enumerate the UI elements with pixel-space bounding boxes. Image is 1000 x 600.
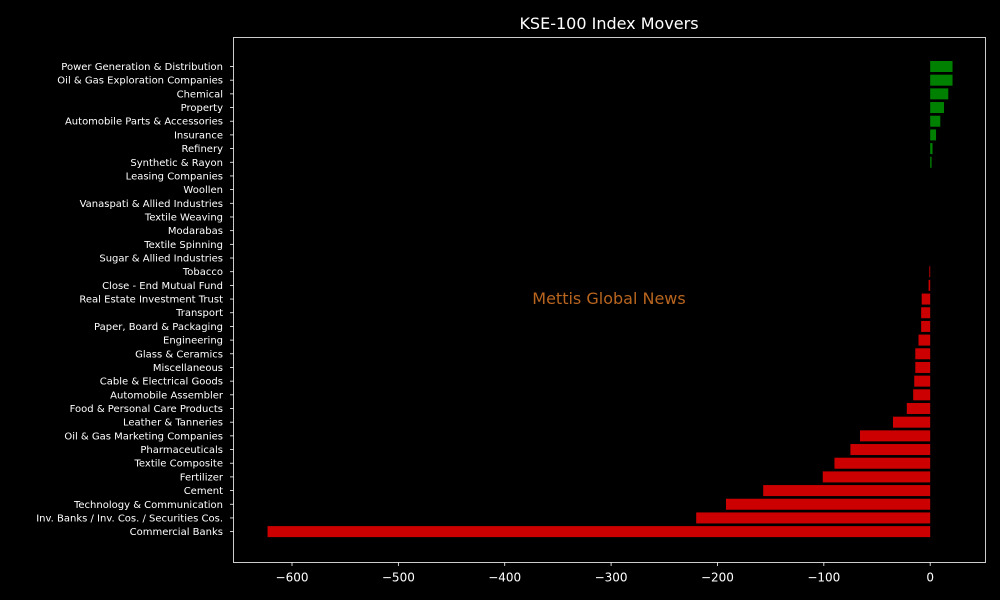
category-label: Engineering (163, 336, 223, 347)
category-label: Automobile Assembler (110, 390, 224, 401)
category-label: Miscellaneous (153, 363, 223, 374)
x-tick-label: −100 (807, 571, 840, 585)
bar (725, 498, 931, 510)
bar (892, 416, 931, 428)
bar (915, 348, 931, 360)
chart-title: KSE-100 Index Movers (519, 14, 698, 33)
x-axis-ticks: −600 −500 −400 −300 −200 −100 0 (276, 562, 934, 585)
category-label: Synthetic & Rayon (130, 158, 223, 169)
category-label: Inv. Banks / Inv. Cos. / Securities Cos. (36, 513, 223, 524)
category-label: Automobile Parts & Accessories (65, 117, 223, 128)
x-tick-label: −400 (488, 571, 521, 585)
category-label: Technology & Communication (73, 500, 223, 511)
category-label: Leasing Companies (126, 171, 223, 182)
category-label: Cable & Electrical Goods (100, 377, 223, 388)
category-label: Sugar & Allied Industries (99, 254, 223, 265)
x-tick-label: −500 (382, 571, 415, 585)
category-label: Pharmaceuticals (140, 445, 223, 456)
bar (930, 74, 953, 86)
x-tick-label: −600 (276, 571, 309, 585)
category-label: Textile Spinning (143, 240, 223, 251)
bar (915, 361, 931, 373)
category-label: Oil & Gas Exploration Companies (57, 76, 223, 87)
x-tick-label: 0 (926, 571, 934, 585)
bar (763, 485, 931, 497)
plot-frame (233, 37, 986, 563)
category-label: Textile Weaving (144, 212, 223, 223)
category-label: Chemical (177, 89, 223, 100)
x-tick-label: −300 (595, 571, 628, 585)
category-label: Close - End Mutual Fund (102, 281, 223, 292)
category-label: Food & Personal Care Products (70, 404, 223, 415)
category-label: Insurance (174, 130, 223, 141)
bar (930, 115, 941, 127)
category-label: Woollen (183, 185, 223, 196)
category-labels: Power Generation & Distribution Oil & Gas… (36, 62, 234, 538)
bar (930, 129, 937, 141)
bar (929, 266, 931, 278)
category-label: Glass & Ceramics (135, 349, 223, 360)
bar (930, 61, 953, 72)
category-label: Fertilizer (180, 472, 224, 483)
bar (930, 88, 949, 100)
category-label: Leather & Tanneries (123, 418, 223, 429)
bar (921, 307, 931, 319)
category-label: Refinery (182, 144, 224, 155)
category-label: Oil & Gas Marketing Companies (64, 431, 223, 442)
watermark: Mettis Global News (532, 289, 685, 308)
category-label: Commercial Banks (130, 527, 223, 538)
bar (918, 334, 931, 346)
bar (914, 375, 931, 387)
bar (930, 156, 932, 168)
bar (921, 293, 931, 305)
bars (267, 61, 953, 538)
bar (921, 320, 931, 332)
bar (267, 526, 931, 538)
bar (906, 403, 931, 414)
bar (928, 279, 931, 291)
category-label: Tobacco (182, 267, 223, 278)
category-label: Property (181, 103, 223, 114)
bar (822, 471, 931, 483)
bar (834, 457, 931, 469)
x-tick-label: −200 (701, 571, 734, 585)
bar (930, 143, 933, 155)
category-label: Transport (175, 308, 223, 319)
category-label: Paper, Board & Packaging (94, 322, 223, 333)
bar (913, 389, 931, 401)
category-label: Vanaspati & Allied Industries (80, 199, 223, 210)
bar (696, 512, 931, 524)
category-label: Textile Composite (134, 459, 223, 470)
bar (850, 444, 931, 456)
category-label: Power Generation & Distribution (61, 62, 223, 73)
bar (930, 102, 945, 114)
category-label: Cement (184, 486, 223, 497)
category-label: Real Estate Investment Trust (79, 295, 223, 306)
bar (859, 430, 931, 442)
category-label: Modarabas (168, 226, 223, 237)
